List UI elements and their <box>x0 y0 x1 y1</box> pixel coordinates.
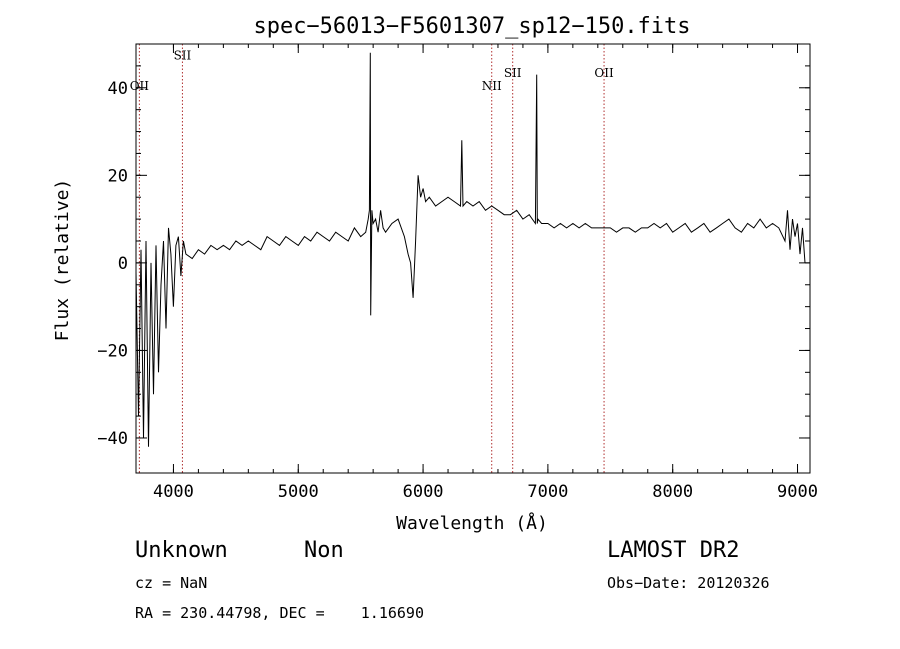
redshift-cz: cz = NaN <box>135 574 208 592</box>
x-tick-label: 8000 <box>652 482 693 502</box>
survey-name: LAMOST DR2 <box>607 538 740 563</box>
emission-line-label: OII <box>594 66 614 80</box>
emission-line-label: SII <box>174 48 192 62</box>
object-subclass: Non <box>304 538 344 563</box>
axis-ticks: 4000 5000 6000 7000 8000 9000 −40 −20 0 20 40 <box>97 44 818 502</box>
x-tick-label: 9000 <box>777 482 818 502</box>
plot-frame <box>135 43 811 474</box>
spectrum-line <box>135 52 806 447</box>
y-axis-label: Flux (relative) <box>52 179 73 342</box>
y-tick-label: −40 <box>97 429 128 449</box>
x-tick-label: 5000 <box>278 482 319 502</box>
coordinates: RA = 230.44798, DEC = 1.16690 <box>135 604 424 622</box>
object-class: Unknown <box>135 538 228 563</box>
y-tick-label: −20 <box>97 341 128 361</box>
x-tick-label: 4000 <box>153 482 194 502</box>
emission-line-label: OII <box>130 79 150 93</box>
x-axis-label: Wavelength (Å) <box>396 512 548 534</box>
x-tick-label: 7000 <box>527 482 568 502</box>
y-tick-label: 0 <box>118 254 128 274</box>
emission-line-label: SII <box>504 66 522 80</box>
y-tick-label: 20 <box>108 166 128 186</box>
chart-title: spec−56013−F5601307_sp12−150.fits <box>253 14 690 39</box>
emission-line-label: NII <box>482 79 502 93</box>
obs-date: Obs−Date: 20120326 <box>607 574 770 592</box>
x-tick-label: 6000 <box>403 482 444 502</box>
y-tick-label: 40 <box>108 79 128 99</box>
